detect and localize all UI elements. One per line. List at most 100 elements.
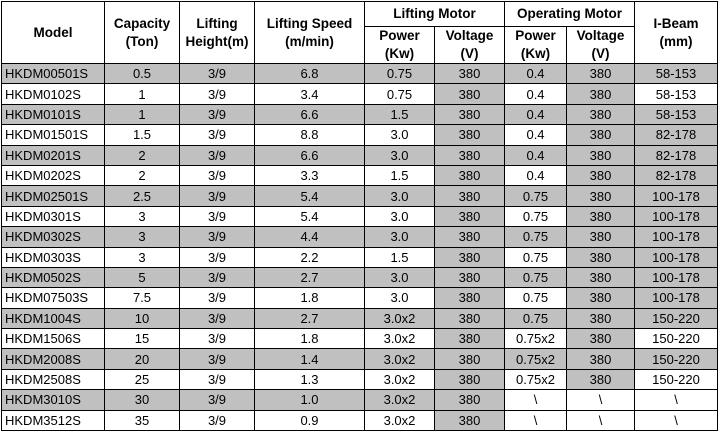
cell-operating-motor-voltage: 380 xyxy=(566,287,636,309)
cell-lifting-motor-voltage: 380 xyxy=(433,307,506,330)
cell-operating-motor-power: 0.75x2 xyxy=(504,348,568,370)
cell-i-beam: 150-220 xyxy=(634,328,718,350)
cell-operating-motor-voltage: 380 xyxy=(566,185,636,207)
cell-lifting-height: 3/9 xyxy=(179,368,255,391)
cell-i-beam: 100-178 xyxy=(634,266,718,289)
column-header-lifting-height: Lifting Height(m) xyxy=(179,1,255,64)
cell-lifting-motor-power: 3.0 xyxy=(364,226,435,248)
cell-lifting-motor-power: 3.0x2 xyxy=(364,307,435,330)
cell-model: HKDM0502S xyxy=(1,266,105,289)
column-group-operating-motor: Operating Motor xyxy=(504,1,636,27)
table-row: HKDM0101S 1 3/9 6.6 1.5 380 0.4 380 58-153 xyxy=(1,103,718,126)
cell-capacity: 3 xyxy=(104,246,180,268)
cell-lifting-speed: 5.4 xyxy=(254,185,365,207)
column-header-model: Model xyxy=(1,1,105,64)
header-sub-row: Power (Kw) Voltage (V) Power (Kw) Voltag… xyxy=(2,26,718,64)
cell-lifting-height: 3/9 xyxy=(179,226,255,248)
cell-operating-motor-power: 0.75 xyxy=(504,226,568,248)
column-header-capacity: Capacity (Ton) xyxy=(104,1,180,64)
cell-lifting-motor-voltage: 380 xyxy=(433,348,506,370)
table-row: HKDM3512S 35 3/9 0.9 3.0x2 380 \ \ \ xyxy=(1,409,718,431)
cell-lifting-motor-power: 3.0 xyxy=(364,205,435,228)
cell-i-beam: 82-178 xyxy=(634,144,718,166)
table-row: HKDM01501S 1.5 3/9 8.8 3.0 380 0.4 380 82-178 xyxy=(1,124,718,146)
cell-lifting-speed: 3.4 xyxy=(254,83,365,105)
cell-capacity: 3 xyxy=(104,226,180,248)
cell-lifting-motor-power: 3.0 xyxy=(364,266,435,289)
cell-i-beam: 82-178 xyxy=(634,124,718,146)
cell-i-beam: 58-153 xyxy=(634,62,718,85)
cell-lifting-speed: 2.2 xyxy=(254,246,365,268)
cell-lifting-motor-voltage: 380 xyxy=(433,205,506,228)
column-header-lifting-speed: Lifting Speed (m/min) xyxy=(254,1,365,64)
table-row: HKDM2008S 20 3/9 1.4 3.0x2 380 0.75x2 380 150-22… xyxy=(1,348,718,370)
column-group-lifting-motor: Lifting Motor xyxy=(363,1,506,27)
cell-lifting-height: 3/9 xyxy=(179,246,255,268)
cell-lifting-motor-power: 0.75 xyxy=(364,83,435,105)
table-row: HKDM1506S 15 3/9 1.8 3.0x2 380 0.75x2 380 150-22… xyxy=(1,328,718,350)
cell-lifting-height: 3/9 xyxy=(179,103,255,126)
cell-model: HKDM1004S xyxy=(1,307,105,330)
cell-operating-motor-voltage: 380 xyxy=(566,226,636,248)
cell-model: HKDM2508S xyxy=(1,368,105,391)
cell-model: HKDM0301S xyxy=(1,205,105,228)
table-row: HKDM0201S 2 3/9 6.6 3.0 380 0.4 380 82-178 xyxy=(1,144,718,166)
cell-operating-motor-voltage: 380 xyxy=(566,144,636,166)
cell-lifting-height: 3/9 xyxy=(179,83,255,105)
cell-lifting-height: 3/9 xyxy=(179,307,255,330)
cell-lifting-motor-power: 3.0 xyxy=(364,185,435,207)
cell-i-beam: \ xyxy=(634,409,718,431)
cell-lifting-motor-power: 3.0x2 xyxy=(364,348,435,370)
cell-lifting-motor-voltage: 380 xyxy=(433,266,506,289)
cell-model: HKDM1506S xyxy=(1,328,105,350)
cell-model: HKDM07503S xyxy=(1,287,105,309)
cell-lifting-height: 3/9 xyxy=(179,409,255,431)
table-row: HKDM07503S 7.5 3/9 1.8 3.0 380 0.75 380 100-178 xyxy=(1,287,718,309)
cell-lifting-height: 3/9 xyxy=(179,287,255,309)
cell-lifting-height: 3/9 xyxy=(179,328,255,350)
cell-model: HKDM0102S xyxy=(1,83,105,105)
cell-lifting-motor-voltage: 380 xyxy=(433,409,506,431)
cell-lifting-motor-power: 3.0x2 xyxy=(364,328,435,350)
cell-lifting-motor-voltage: 380 xyxy=(433,124,506,146)
cell-capacity: 2 xyxy=(104,144,180,166)
cell-i-beam: 100-178 xyxy=(634,226,718,248)
cell-operating-motor-power: \ xyxy=(504,389,568,411)
cell-lifting-motor-voltage: 380 xyxy=(433,287,506,309)
cell-lifting-motor-power: 1.5 xyxy=(364,103,435,126)
cell-lifting-speed: 6.6 xyxy=(254,144,365,166)
cell-lifting-speed: 2.7 xyxy=(254,266,365,289)
column-header-i-beam: I-Beam (mm) xyxy=(634,1,718,64)
cell-lifting-motor-voltage: 380 xyxy=(433,185,506,207)
cell-lifting-height: 3/9 xyxy=(179,124,255,146)
cell-model: HKDM0101S xyxy=(1,103,105,126)
cell-lifting-motor-power: 1.5 xyxy=(364,246,435,268)
cell-operating-motor-power: \ xyxy=(504,409,568,431)
cell-lifting-speed: 1.0 xyxy=(254,389,365,411)
table-row: HKDM3010S 30 3/9 1.0 3.0x2 380 \ \ \ xyxy=(1,389,718,411)
cell-capacity: 10 xyxy=(104,307,180,330)
cell-lifting-height: 3/9 xyxy=(179,62,255,85)
cell-model: HKDM0303S xyxy=(1,246,105,268)
table-row: HKDM0302S 3 3/9 4.4 3.0 380 0.75 380 100-178 xyxy=(1,226,718,248)
cell-lifting-speed: 2.7 xyxy=(254,307,365,330)
cell-i-beam: 100-178 xyxy=(634,287,718,309)
cell-capacity: 5 xyxy=(104,266,180,289)
table-row: HKDM1004S 10 3/9 2.7 3.0x2 380 0.75 380 150-220 xyxy=(1,307,718,330)
cell-lifting-speed: 1.3 xyxy=(254,368,365,391)
cell-model: HKDM2008S xyxy=(1,348,105,370)
cell-capacity: 2.5 xyxy=(104,185,180,207)
cell-operating-motor-voltage: 380 xyxy=(566,328,636,350)
cell-lifting-motor-voltage: 380 xyxy=(433,164,506,187)
cell-model: HKDM01501S xyxy=(1,124,105,146)
cell-capacity: 2 xyxy=(104,164,180,187)
cell-lifting-motor-power: 3.0 xyxy=(364,124,435,146)
cell-model: HKDM0302S xyxy=(1,226,105,248)
table-header: Model Capacity (Ton) Lifting Height(m) L… xyxy=(1,1,718,64)
cell-lifting-height: 3/9 xyxy=(179,144,255,166)
cell-model: HKDM00501S xyxy=(1,62,105,85)
cell-operating-motor-power: 0.75 xyxy=(504,185,568,207)
cell-model: HKDM02501S xyxy=(1,185,105,207)
cell-operating-motor-voltage: 380 xyxy=(566,307,636,330)
